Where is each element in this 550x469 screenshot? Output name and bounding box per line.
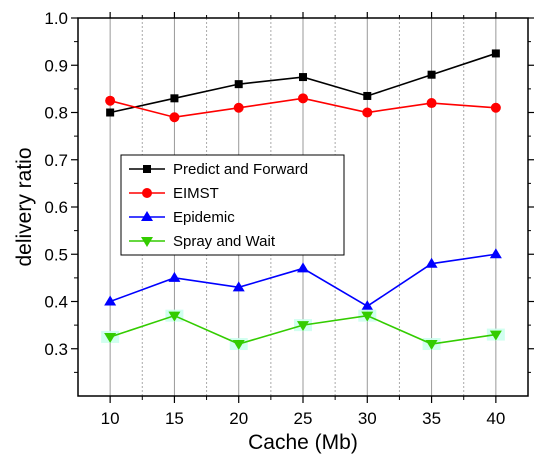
data-point [105,95,116,106]
data-point [297,321,309,332]
legend-label: Predict and Forward [173,161,308,178]
legend-marker [141,237,153,247]
legend-box [120,154,345,256]
x-axis-ticks: 10 15 20 25 30 35 40 [101,12,505,428]
series-group [101,49,505,351]
y-axis-ticks: 0.3 0.4 0.5 0.6 0.7 0.8 0.9 1.0 [44,9,534,373]
data-point [104,332,117,343]
data-point [233,102,244,113]
legend-marker [141,211,153,221]
series-1 [105,93,501,123]
data-point [489,330,502,341]
series-2 [104,248,502,311]
data-point [297,262,309,273]
x-tick-label: 30 [358,409,377,428]
data-point [168,311,181,322]
x-tick-label: 35 [422,409,441,428]
series-3 [101,309,505,351]
legend: Predict and Forward EIMST Epidemic Spray an… [120,154,345,256]
data-point [489,248,502,259]
data-point [491,49,500,58]
data-point [106,108,115,117]
y-axis-title: delivery ratio [13,147,36,266]
y-tick-label: 0.3 [44,340,68,359]
legend-label: Epidemic [173,209,235,226]
y-tick-label: 0.9 [44,56,68,75]
data-point [426,98,437,109]
data-point [104,295,117,306]
y-tick-label: 0.6 [44,198,68,217]
data-point [298,93,308,104]
x-tick-label: 25 [294,409,313,428]
y-tick-label: 0.8 [44,104,68,123]
y-tick-label: 0.7 [44,151,68,170]
y-tick-label: 0.4 [44,293,68,312]
data-point [490,102,501,113]
x-tick-label: 15 [165,409,184,428]
data-point [425,340,438,351]
data-point [361,311,374,322]
legend-label: Spray and Wait [173,233,276,250]
legend-marker [142,188,152,198]
y-tick-label: 0.5 [44,245,68,264]
data-point [299,73,307,82]
legend-marker [143,165,151,173]
data-point [232,281,245,292]
x-axis-title: Cache (Mb) [248,431,358,454]
data-point [168,271,181,282]
data-point [169,112,180,123]
data-point [363,91,372,100]
x-tick-label: 10 [101,409,120,428]
legend-label: EIMST [173,185,219,202]
series-0 [106,49,500,117]
data-point [234,80,243,89]
data-point [232,340,245,351]
y-tick-label: 1.0 [44,9,68,28]
data-point [362,107,373,118]
x-tick-label: 20 [229,409,248,428]
data-point [425,257,438,268]
x-tick-label: 40 [486,409,505,428]
data-point [427,70,436,79]
data-point [361,300,374,311]
data-point [170,94,179,103]
